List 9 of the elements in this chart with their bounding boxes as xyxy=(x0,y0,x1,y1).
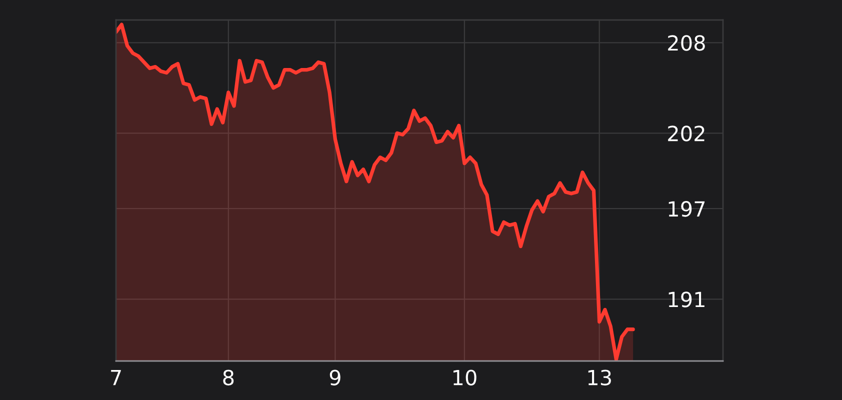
x-tick-label: 8 xyxy=(223,370,234,386)
x-tick-label: 7 xyxy=(111,370,121,386)
y-tick-label: 197 xyxy=(668,201,705,217)
x-tick-label: 10 xyxy=(453,370,476,386)
y-tick-label: 202 xyxy=(668,126,704,142)
y-tick-label: 208 xyxy=(668,35,705,51)
y-tick-label: 191 xyxy=(668,292,704,308)
x-tick-label: 13 xyxy=(588,370,611,386)
x-tick-label: 9 xyxy=(330,370,340,386)
